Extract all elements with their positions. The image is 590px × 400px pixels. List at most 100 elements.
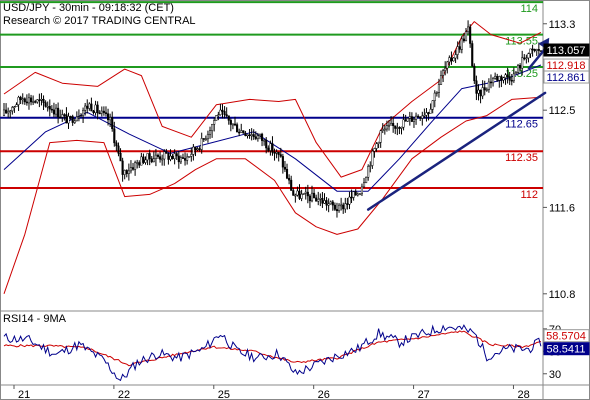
candle-body [150,158,153,163]
candle-body [275,151,278,154]
candle-body [175,153,178,157]
candle-body [271,143,274,153]
rsi-title: RSI14 - 9MA [3,313,67,325]
candle-body [48,106,51,110]
candle-body [300,193,303,199]
candle-body [383,128,386,131]
candle-body [294,194,297,197]
candle-body [529,48,532,54]
candle-body [494,76,497,79]
candle-body [319,198,322,200]
candle-body [281,156,284,168]
candle-body [417,115,420,118]
candle-body [88,103,91,109]
candle-body [450,57,453,62]
candle-body [104,112,108,114]
candle-body [338,204,341,212]
candle-body [456,46,459,55]
candle-body [50,108,53,111]
candle-body [15,104,18,107]
candle-body [471,43,474,67]
candle-body [238,131,241,134]
candle-body [371,150,374,166]
candle-body [38,99,41,101]
candle-body [34,101,37,103]
candle-body [385,125,388,130]
candle-body [2,109,6,116]
candle-body [263,139,266,142]
candle-body [514,72,517,75]
candle-body [98,112,101,115]
candle-body [375,143,378,149]
candle-body [177,155,180,163]
candle-body [94,104,97,113]
candle-body [169,155,172,160]
candle-body [100,110,103,114]
candle-body [292,190,295,196]
candle-body [288,177,291,181]
candle-body [437,84,440,93]
price-tick-label-0: 110.8 [549,289,576,301]
candle-body [344,203,347,210]
level-label-5: 112 [520,189,538,201]
candle-body [265,139,268,149]
candle-body [75,116,78,122]
candle-body [506,74,509,78]
candle-body [9,110,12,113]
candle-body [163,151,166,160]
candle-body [481,87,484,97]
chart-copyright: Research © 2017 TRADING CENTRAL [3,15,196,27]
support-trendline [366,91,547,211]
candle-body [412,119,416,122]
candle-body [30,97,33,103]
candle-body [306,191,309,197]
candle-body [302,193,305,195]
candle-body [392,123,395,126]
candle-body [134,162,137,170]
bollinger-lower-line [3,96,541,294]
candle-body [113,128,116,144]
candle-body [421,115,424,119]
candle-body [254,136,257,139]
value-label-1: 112.918 [547,60,586,72]
candle-body [333,204,336,210]
candle-body [502,77,505,81]
candle-body [365,177,368,184]
candle-body [142,156,145,163]
time-tick-label-5: 28 [517,389,529,400]
candle-body [521,57,524,69]
candle-body [32,101,35,103]
candle-body [252,134,255,138]
candle-body [402,119,405,128]
candle-body [221,109,224,112]
candle-body [256,135,259,139]
candle-body [36,99,39,103]
candle-body [233,123,237,126]
candle-body [144,159,147,163]
candle-body [59,116,62,119]
candle-body [535,49,538,52]
candle-body [213,120,216,125]
candle-body [533,49,536,52]
candle-body [125,170,128,174]
candle-body [63,114,66,116]
candle-body [323,200,326,204]
candle-body [317,199,320,202]
candle-body [198,148,201,150]
candle-body [454,54,457,59]
candle-body [25,101,28,104]
candle-body [90,103,93,112]
candle-body [167,153,170,160]
candle-body [21,98,24,101]
candle-body [77,116,80,118]
candle-body [248,134,251,137]
rsi-value-label-box-0 [543,329,590,343]
candle-body [200,138,203,150]
candle-body [277,151,280,155]
level-label-4: 112.35 [505,152,538,164]
candle-body [225,114,228,116]
candle-body [342,204,345,210]
candle-body [67,116,70,124]
